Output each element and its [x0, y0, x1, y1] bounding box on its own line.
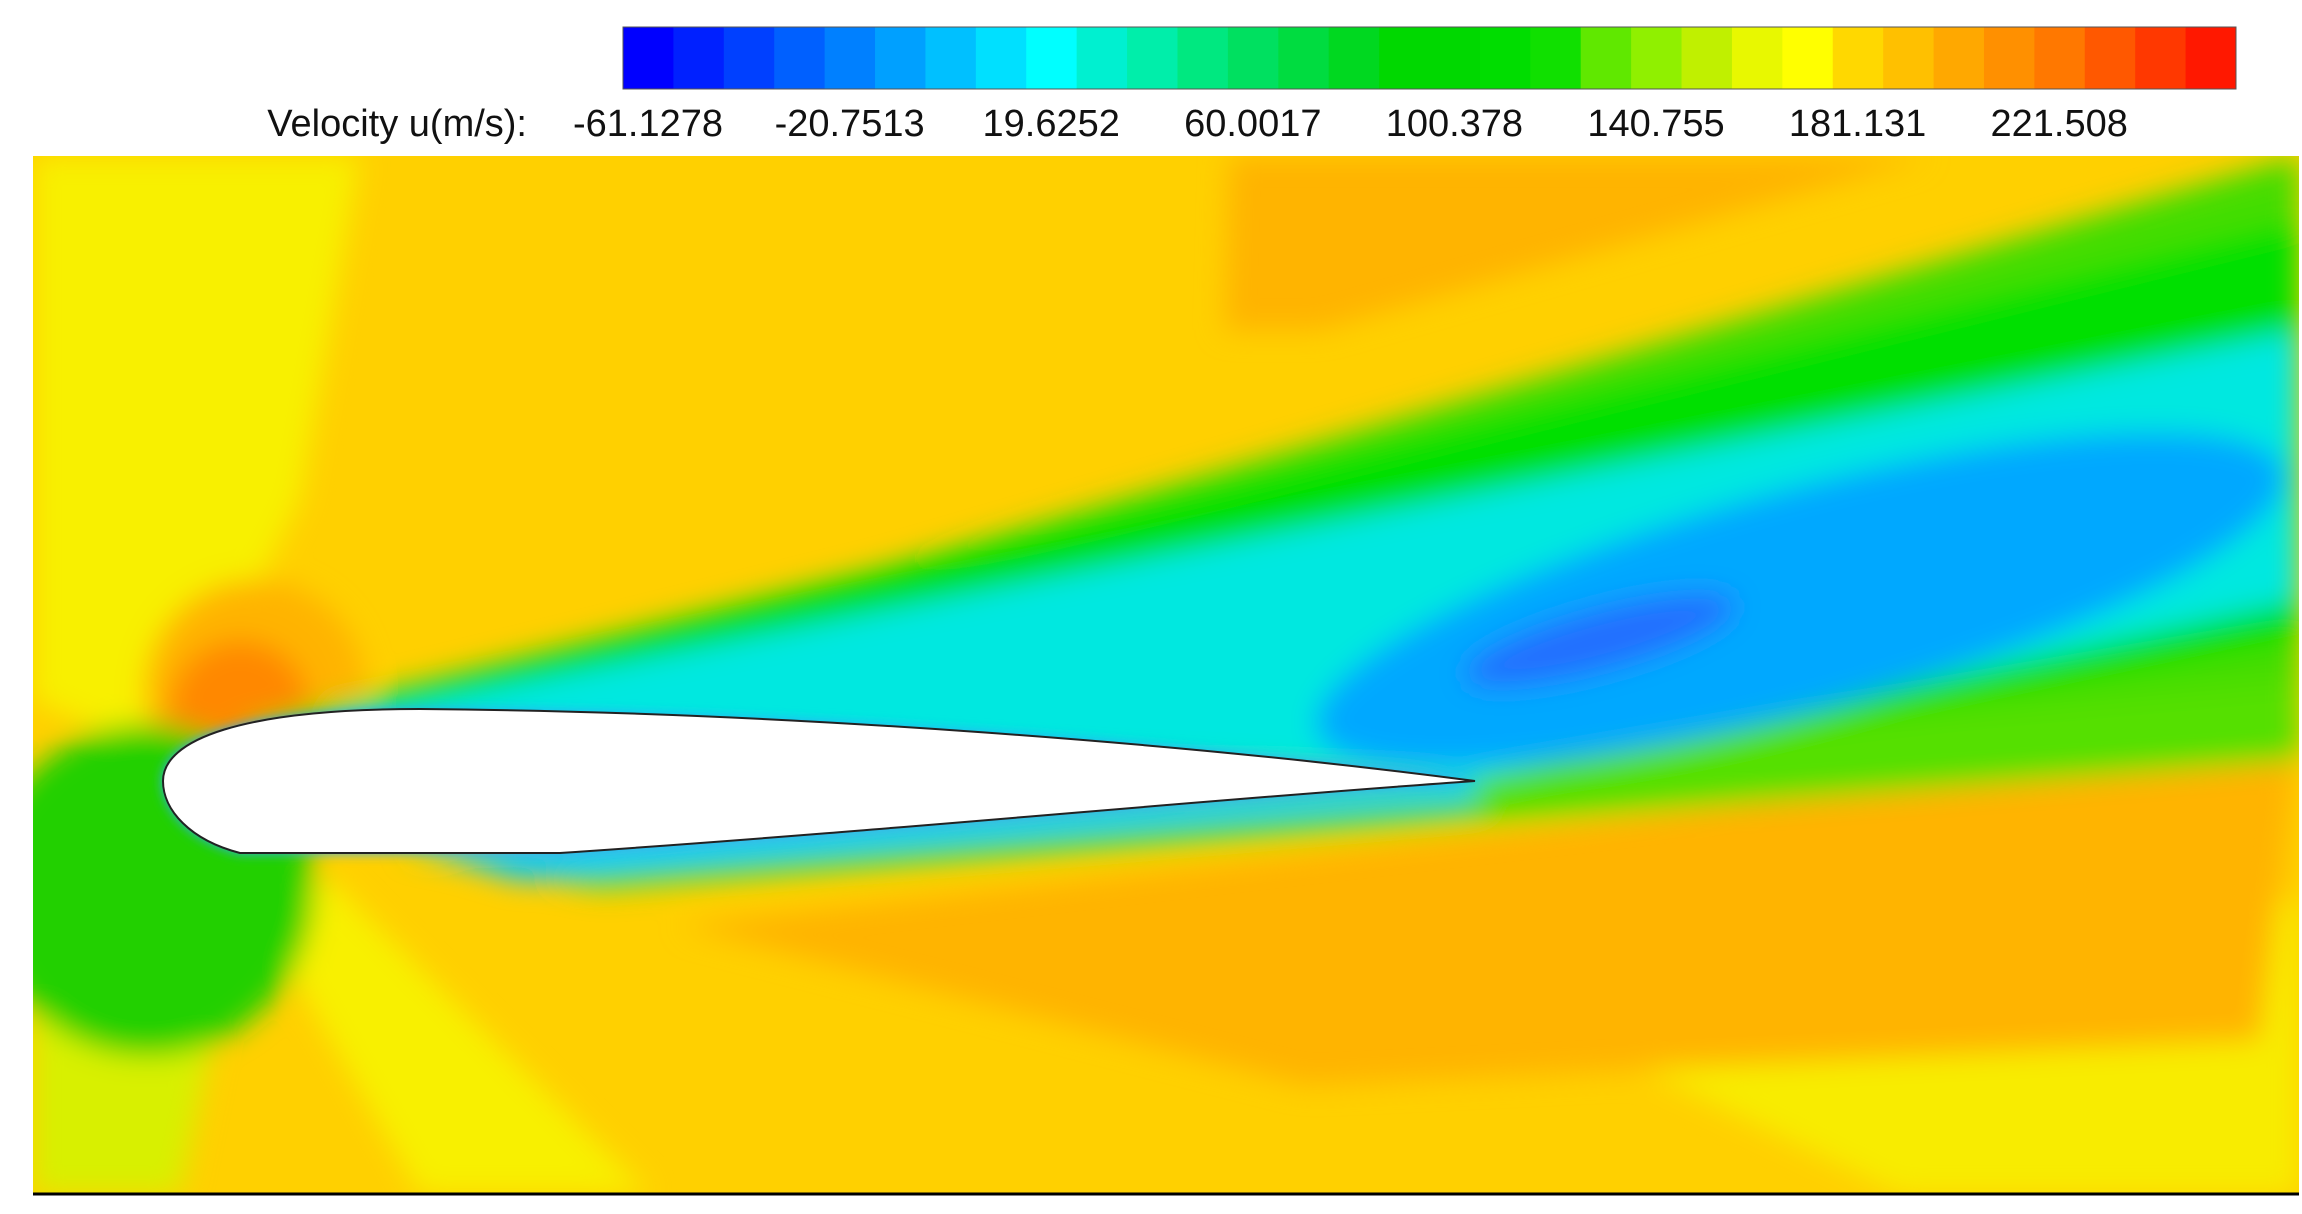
colorbar-swatch [1127, 27, 1178, 89]
colorbar-tick-label: -20.7513 [775, 103, 925, 145]
colorbar-tick-label: 60.0017 [1184, 103, 1321, 145]
colorbar-swatch [1983, 27, 2035, 89]
colorbar-swatch [774, 27, 826, 89]
colorbar-swatch [2135, 27, 2187, 89]
colorbar-swatch [925, 27, 977, 89]
colorbar-swatch [2084, 27, 2136, 89]
colorbar-swatch [1479, 27, 1531, 89]
colorbar-swatch [1832, 27, 1884, 89]
colorbar-swatch [1933, 27, 1985, 89]
colorbar-swatch [1429, 27, 1481, 89]
colorbar-swatch [824, 27, 876, 89]
colorbar-label: Velocity u(m/s): [267, 103, 527, 145]
colorbar-swatch [1177, 27, 1229, 89]
colorbar-tick-label: 140.755 [1587, 103, 1724, 145]
colorbar-tick-label: 19.6252 [983, 103, 1120, 145]
colorbar-ticks: -61.1278 -20.7513 19.6252 60.0017 100.378 140… [573, 103, 2128, 145]
colorbar-swatch [723, 27, 775, 89]
colorbar-swatch [1379, 27, 1430, 89]
colorbar-swatch [2185, 27, 2237, 89]
colorbar-swatch [975, 27, 1027, 89]
colorbar-swatch [673, 27, 725, 89]
colorbar-swatch [1530, 27, 1582, 89]
colorbar-swatch [1631, 27, 1683, 89]
colorbar-tick-label: 181.131 [1789, 103, 1926, 145]
colorbar-swatch [623, 27, 674, 89]
colorbar-swatch [1026, 27, 1078, 89]
colorbar-swatch [1681, 27, 1733, 89]
colorbar-swatch [1076, 27, 1128, 89]
colorbar-frame [622, 26, 2237, 90]
colorbar-swatch [1278, 27, 1330, 89]
colorbar-swatch [2034, 27, 2086, 89]
colorbar-swatch [1227, 27, 1279, 89]
colorbar-swatch [1782, 27, 1834, 89]
colorbar-tick-label: -61.1278 [573, 103, 723, 145]
colorbar-swatch [875, 27, 926, 89]
colorbar [622, 26, 2237, 90]
colorbar-tick-label: 221.508 [1991, 103, 2128, 145]
colorbar-swatch [1328, 27, 1380, 89]
colorbar-tick-label: 100.378 [1386, 103, 1523, 145]
colorbar-swatch [1731, 27, 1783, 89]
colorbar-swatch [1580, 27, 1632, 89]
colorbar-swatch [1883, 27, 1935, 89]
airfoil [161, 707, 1476, 854]
